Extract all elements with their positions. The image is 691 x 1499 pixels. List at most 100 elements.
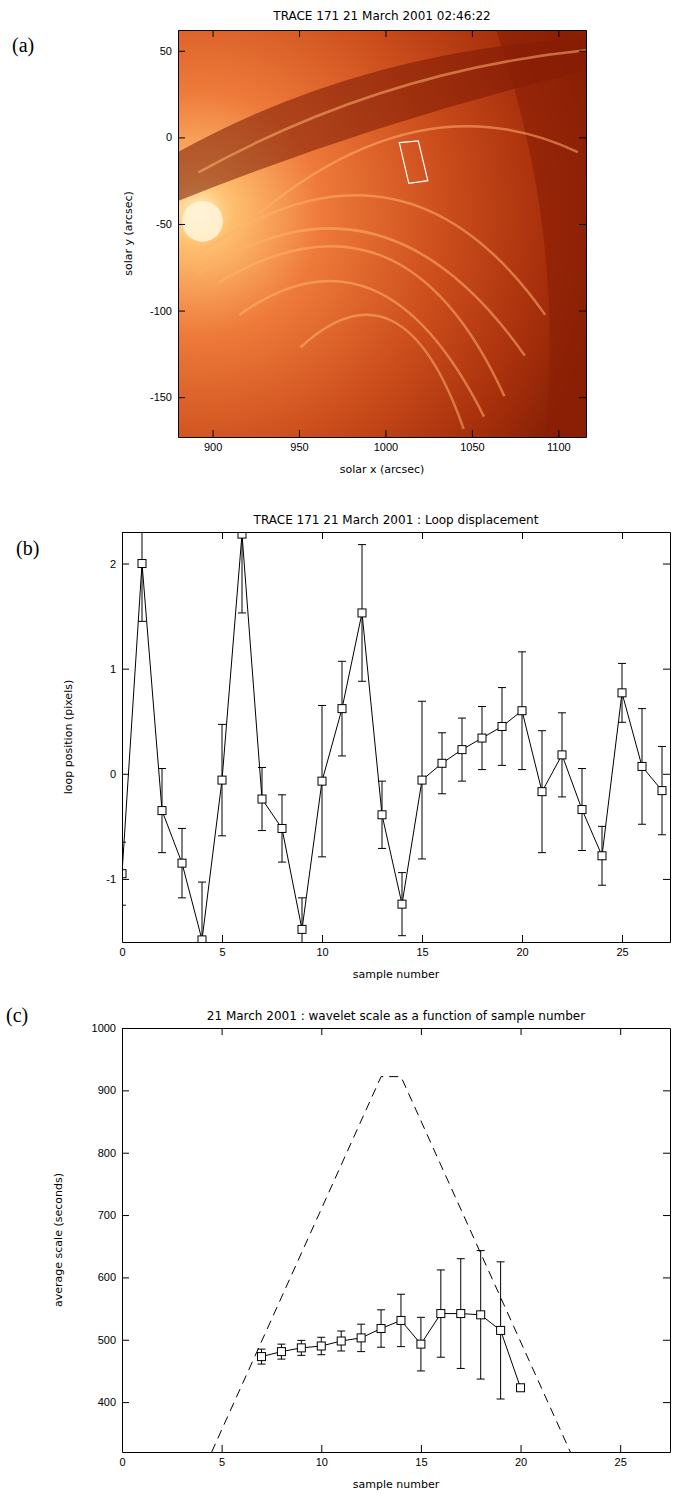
tick: -1	[106, 873, 129, 885]
tick-label: 2	[110, 558, 116, 570]
tick-label: 10	[316, 946, 328, 958]
axis-line	[178, 31, 179, 438]
tick: 1	[110, 663, 129, 675]
tick	[422, 532, 423, 539]
title: TRACE 171 21 March 2001 : Loop displacem…	[253, 513, 539, 527]
tick-mark	[579, 224, 586, 225]
tick-label: 5	[219, 1456, 225, 1468]
marker	[297, 1344, 305, 1352]
marker	[517, 1384, 525, 1392]
error-bar	[257, 1349, 265, 1364]
tick	[579, 51, 586, 52]
tick-label: 5	[219, 946, 225, 958]
tick-mark	[579, 311, 586, 312]
tick: 0	[110, 768, 129, 780]
tick-label: 50	[160, 45, 172, 57]
tick: 600	[98, 1271, 129, 1283]
panel: 900950100010501100-150-100-50050TRACE 17…	[12, 9, 587, 476]
tick-label: 0	[119, 946, 125, 958]
error-bar	[497, 1262, 505, 1399]
error-bar	[278, 795, 286, 862]
tick: 0	[166, 131, 185, 143]
image-texture	[182, 201, 223, 242]
tick-label: 20	[516, 946, 528, 958]
tick: 900	[204, 430, 222, 453]
tick	[663, 774, 670, 775]
tick	[622, 532, 623, 539]
tick-mark	[222, 935, 223, 942]
axis-line	[123, 1028, 671, 1029]
tick-mark	[422, 935, 423, 942]
tick: 1050	[460, 430, 484, 453]
tick-mark	[222, 1028, 223, 1035]
axis	[179, 30, 587, 37]
image-texture	[239, 281, 484, 417]
marker	[558, 751, 566, 759]
tick: -50	[156, 218, 185, 230]
axis: 900950100010501100	[179, 430, 587, 453]
tick: 700	[98, 1209, 129, 1221]
axis	[579, 31, 587, 438]
tick	[620, 1028, 621, 1035]
error-bar	[558, 713, 566, 797]
error-bar	[457, 1259, 465, 1369]
error-bar	[598, 826, 606, 885]
marker	[458, 746, 466, 754]
tick	[579, 224, 586, 225]
tick	[521, 1028, 522, 1035]
image-texture	[260, 126, 578, 213]
tick	[322, 532, 323, 539]
data-line	[122, 534, 662, 940]
marker	[398, 900, 406, 908]
axis: 400 500 600 700 800 900 1000	[92, 1022, 129, 1452]
panel: 0510152025400500600700800900100021 March…	[6, 1004, 671, 1491]
image-texture	[219, 246, 505, 396]
tick: 15	[416, 935, 428, 958]
tick-mark	[620, 1445, 621, 1452]
tick: 5	[219, 935, 225, 958]
region-box	[399, 141, 428, 183]
tick-label: -100	[150, 305, 172, 317]
axis-line	[123, 532, 671, 533]
marker	[218, 776, 226, 784]
tick-mark	[385, 430, 386, 437]
axis-line	[179, 30, 587, 31]
tick	[421, 1028, 422, 1035]
tick: 800	[98, 1147, 129, 1159]
marker	[417, 1340, 425, 1348]
tick: 5	[219, 1445, 225, 1468]
tick-mark	[322, 532, 323, 539]
tick-mark	[122, 879, 129, 880]
tick	[222, 1028, 223, 1035]
tick: 20	[516, 935, 528, 958]
tick-mark	[422, 532, 423, 539]
marker	[437, 1310, 445, 1318]
tick: 400	[98, 1396, 129, 1408]
marker	[277, 1348, 285, 1356]
tick-mark	[663, 1153, 670, 1154]
tick-mark	[472, 430, 473, 437]
error-bar	[438, 733, 446, 794]
tick: 1000	[92, 1022, 129, 1034]
tick-label: 900	[98, 1084, 116, 1096]
tick: 1100	[547, 430, 571, 453]
tick: 20	[515, 1445, 527, 1468]
error-bar	[338, 661, 346, 756]
panel-letter: (a)	[12, 34, 34, 57]
tick-label: -150	[150, 391, 172, 403]
axis-line	[123, 1452, 671, 1453]
tick	[663, 1402, 670, 1403]
tick-label: 500	[98, 1334, 116, 1346]
error-bar	[337, 1331, 345, 1351]
tick-label: 1100	[547, 441, 571, 453]
tick	[222, 532, 223, 539]
tick-mark	[558, 30, 559, 37]
marker	[658, 787, 666, 795]
plot-content	[212, 1077, 571, 1452]
tick-mark	[663, 1215, 670, 1216]
tick-mark	[178, 137, 185, 138]
tick	[663, 564, 670, 565]
tick-mark	[122, 774, 129, 775]
error-bar	[138, 532, 146, 621]
axis-line	[123, 942, 671, 943]
